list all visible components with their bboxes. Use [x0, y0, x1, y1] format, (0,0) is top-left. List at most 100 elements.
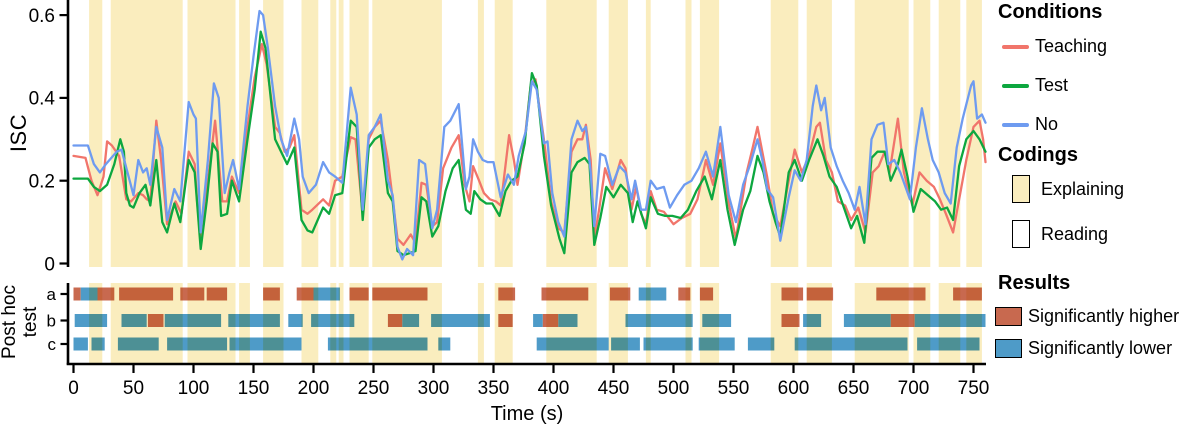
no-line-swatch [1002, 122, 1029, 127]
row-label-a: a [47, 285, 57, 304]
x-tick-label: 600 [778, 378, 810, 399]
legend-item-significantly-lower: Significantly lower [995, 338, 1172, 359]
posthoc-bars-group [73, 287, 986, 351]
result-bar-b-lower [803, 314, 822, 327]
result-bar-b-lower [843, 314, 891, 327]
result-bar-a-higher [97, 287, 115, 301]
y-tick-label: 0.2 [29, 172, 55, 193]
result-bar-b-lower [228, 314, 280, 327]
result-bar-a-higher [498, 287, 516, 301]
explaining-band [546, 0, 597, 267]
result-bar-a-higher [296, 287, 314, 301]
result-bar-b-lower [533, 314, 543, 327]
result-bar-a-lower [313, 287, 340, 301]
legend-item-teaching: Teaching [1002, 36, 1107, 57]
result-bar-a-higher [806, 287, 834, 301]
significantly-lower-label: Significantly lower [1028, 338, 1173, 358]
explaining-band [608, 0, 628, 267]
explaining-band [330, 0, 337, 267]
result-bar-a-higher [953, 287, 982, 301]
result-bar-b-higher [147, 314, 164, 327]
x-tick-label: 200 [298, 378, 330, 399]
explaining-band [938, 0, 961, 267]
legend-item-significantly-higher: Significantly higher [995, 306, 1179, 327]
x-tick-label: 650 [838, 378, 870, 399]
x-tick-label: 0 [68, 378, 79, 399]
result-bar-b-lower [288, 314, 303, 327]
result-bar-b-lower [625, 314, 693, 327]
result-bar-c-lower [747, 337, 775, 351]
x-tick-label: 500 [658, 378, 690, 399]
result-bar-c-lower [327, 337, 428, 351]
result-bar-c-lower [91, 337, 105, 351]
legend-codings-title: Codings [998, 144, 1078, 166]
x-tick-label: 150 [238, 378, 270, 399]
result-bar-c-lower [438, 337, 451, 351]
result-bar-a-higher [119, 287, 174, 301]
result-bar-a-higher [876, 287, 926, 301]
result-bar-b-higher [781, 314, 800, 327]
significantly-higher-swatch [995, 307, 1022, 326]
x-tick-label: 550 [718, 378, 750, 399]
significantly-lower-swatch [995, 339, 1022, 358]
result-bar-a-higher [180, 287, 205, 301]
legend-item-reading: Reading [1012, 220, 1108, 248]
result-bar-b-higher [387, 314, 403, 327]
explaining-band [494, 0, 513, 267]
result-bar-b-higher [890, 314, 915, 327]
reading-label: Reading [1041, 223, 1109, 244]
explaining-band [806, 0, 832, 267]
y-tick-label: 0.6 [29, 6, 55, 27]
explaining-band [338, 0, 344, 267]
result-bar-a-higher [609, 287, 631, 301]
x-tick-label: 100 [178, 378, 210, 399]
explaining-band [699, 0, 720, 267]
result-bar-a-higher [699, 287, 714, 301]
explaining-band [110, 0, 183, 267]
y-tick-label: 0.4 [29, 89, 56, 110]
result-bar-b-lower [74, 314, 108, 327]
y-tick-label: 0 [44, 254, 55, 275]
series-lines-group [72, 9, 987, 261]
explaining-swatch [1012, 175, 1030, 203]
posthoc-axis-title: Post hoc test [0, 270, 41, 374]
legend-item-test: Test [1002, 75, 1068, 96]
result-bar-c-lower [536, 337, 609, 351]
x-tick-label: 700 [898, 378, 930, 399]
posthoc-title-line1: Post hoc [0, 285, 20, 359]
result-bar-a-higher [349, 287, 369, 301]
x-tick-label: 250 [358, 378, 390, 399]
result-bar-a-higher [372, 287, 428, 301]
x-tick-label: 400 [538, 378, 570, 399]
explaining-band [770, 0, 799, 267]
result-bar-b-lower [311, 314, 355, 327]
explaining-band [685, 0, 692, 267]
result-bar-b-lower [702, 314, 732, 327]
result-bar-b-lower [121, 314, 147, 327]
legend-item-explaining: Explaining [1012, 175, 1124, 203]
explaining-band [89, 0, 103, 267]
test-line-swatch [1002, 83, 1029, 88]
no-label: No [1035, 114, 1059, 134]
result-bar-c-lower [73, 337, 88, 351]
result-bar-c-lower [167, 337, 228, 351]
x-tick-label: 750 [958, 378, 990, 399]
legend-item-no: No [1002, 114, 1058, 135]
result-bar-a-higher [206, 287, 228, 301]
result-bar-a-higher [73, 287, 81, 301]
reading-swatch [1012, 220, 1030, 248]
result-bar-b-lower [402, 314, 420, 327]
result-bar-a-higher [781, 287, 804, 301]
series-line-no [72, 9, 987, 261]
explaining-label: Explaining [1041, 178, 1125, 199]
row-label-c: c [48, 335, 57, 354]
x-tick-label: 350 [478, 378, 510, 399]
explaining-band [187, 0, 236, 267]
result-bar-b-lower [914, 314, 986, 327]
result-bar-c-lower [117, 337, 159, 351]
result-bar-b-lower [164, 314, 222, 327]
x-axis-title: Time (s) [490, 403, 564, 425]
explaining-band-posthoc [301, 283, 319, 364]
result-bar-c-lower [643, 337, 693, 351]
